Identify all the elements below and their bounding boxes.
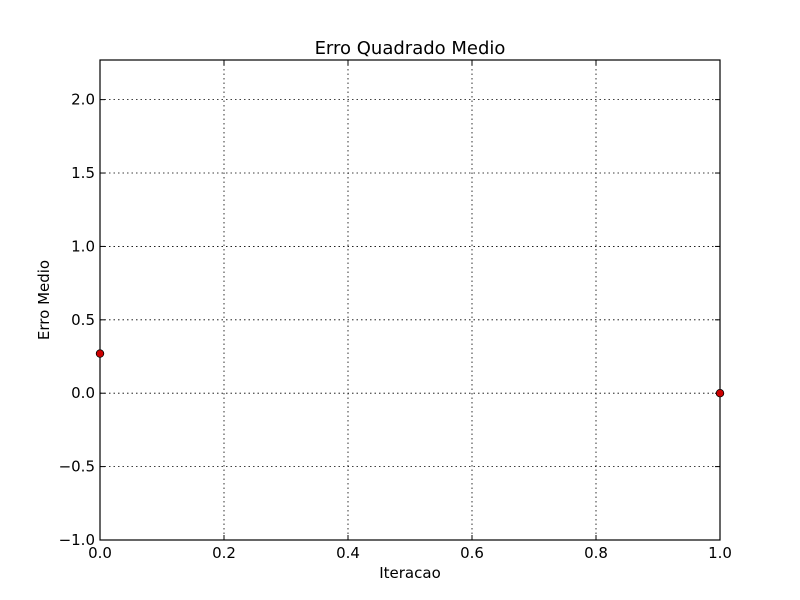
x-axis-label: Iteracao	[379, 564, 441, 582]
data-points	[95, 349, 725, 398]
x-tick-label: 0.2	[212, 544, 236, 562]
y-tick-label: 0.0	[71, 384, 95, 402]
data-point	[95, 349, 105, 358]
data-point	[715, 389, 725, 398]
chart-title: Erro Quadrado Medio	[315, 38, 506, 59]
y-tick-label: 0.5	[71, 311, 95, 329]
x-tick-label: 1.0	[708, 544, 732, 562]
x-tick-label: 0.6	[460, 544, 484, 562]
y-tick-label: 2.0	[71, 91, 95, 109]
x-tick-label: 0.8	[584, 544, 608, 562]
y-tick-label: 1.0	[71, 237, 95, 255]
x-tick-label: 0.0	[88, 544, 112, 562]
y-tick-label: 1.5	[71, 164, 95, 182]
plot-area-frame	[99, 59, 721, 541]
y-axis-label: Erro Medio	[35, 260, 53, 340]
y-tick-label: −0.5	[59, 458, 95, 476]
x-tick-label: 0.4	[336, 544, 360, 562]
y-tick-label: −1.0	[59, 531, 95, 549]
axis-ticks: 0.0 0.2 0.4 0.6 0.8 1.0 −1.0 −0.5 0.0 0.5 1.0 1.5 2.…	[59, 60, 732, 562]
